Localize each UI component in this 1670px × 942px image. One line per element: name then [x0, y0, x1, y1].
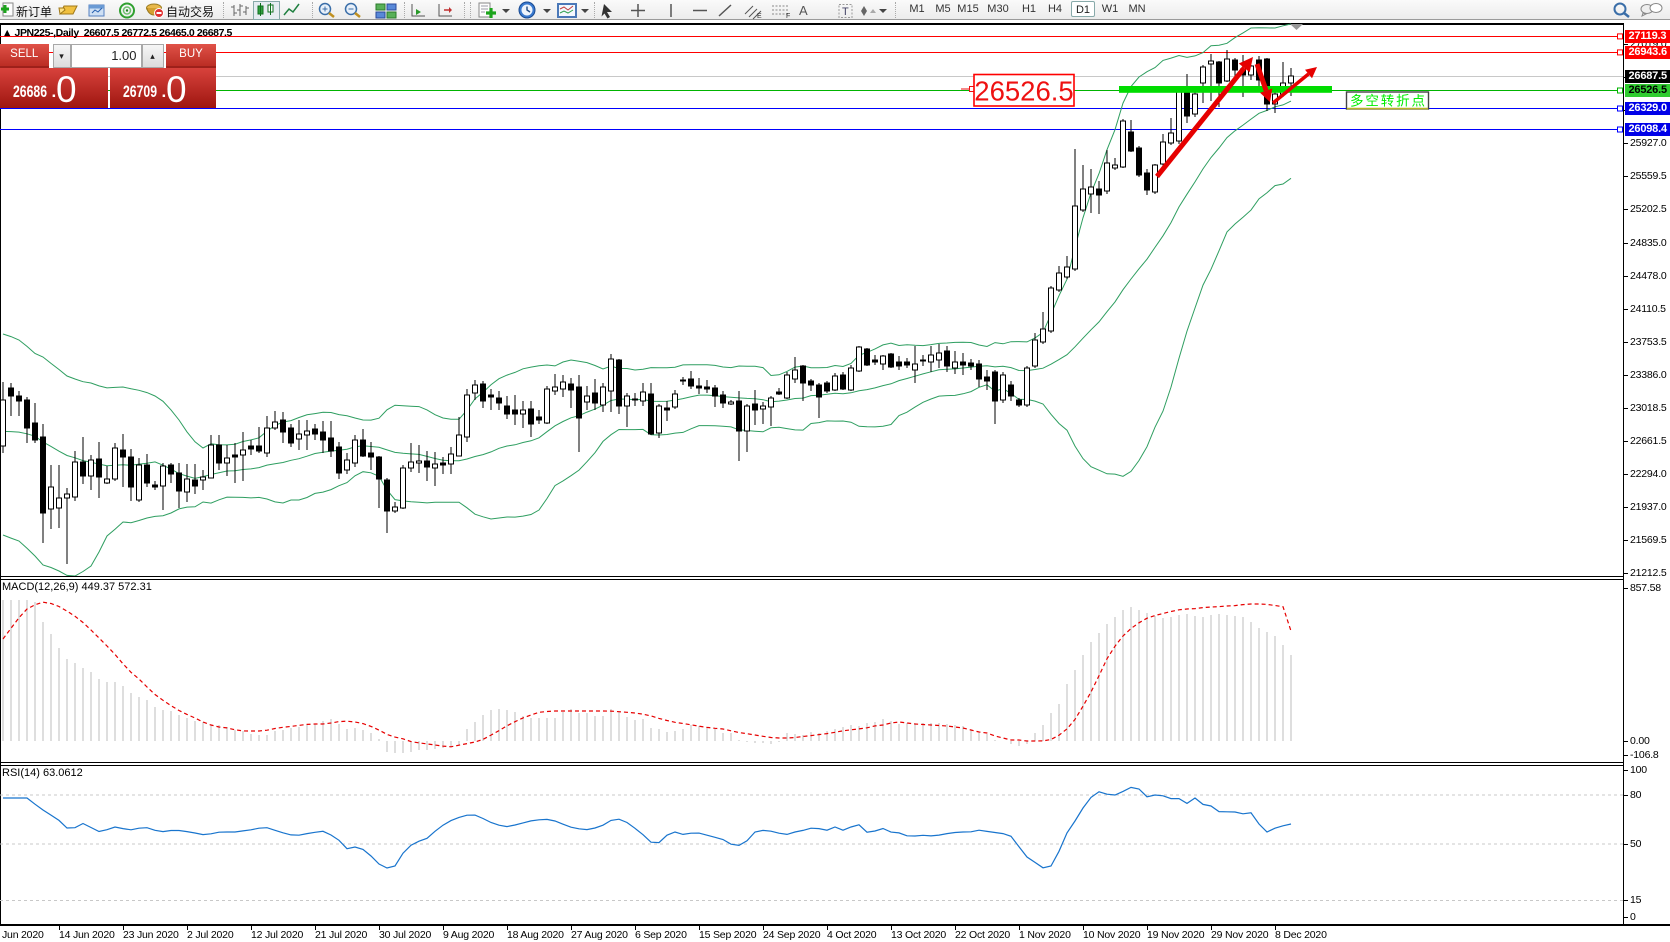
svg-text:E: E — [757, 13, 762, 20]
svg-text:A: A — [799, 3, 808, 18]
svg-text:F: F — [786, 13, 790, 20]
svg-text:多空转折点: 多空转折点 — [1350, 93, 1425, 109]
svg-text:26526.5: 26526.5 — [974, 76, 1073, 107]
svg-text:T: T — [842, 6, 849, 18]
